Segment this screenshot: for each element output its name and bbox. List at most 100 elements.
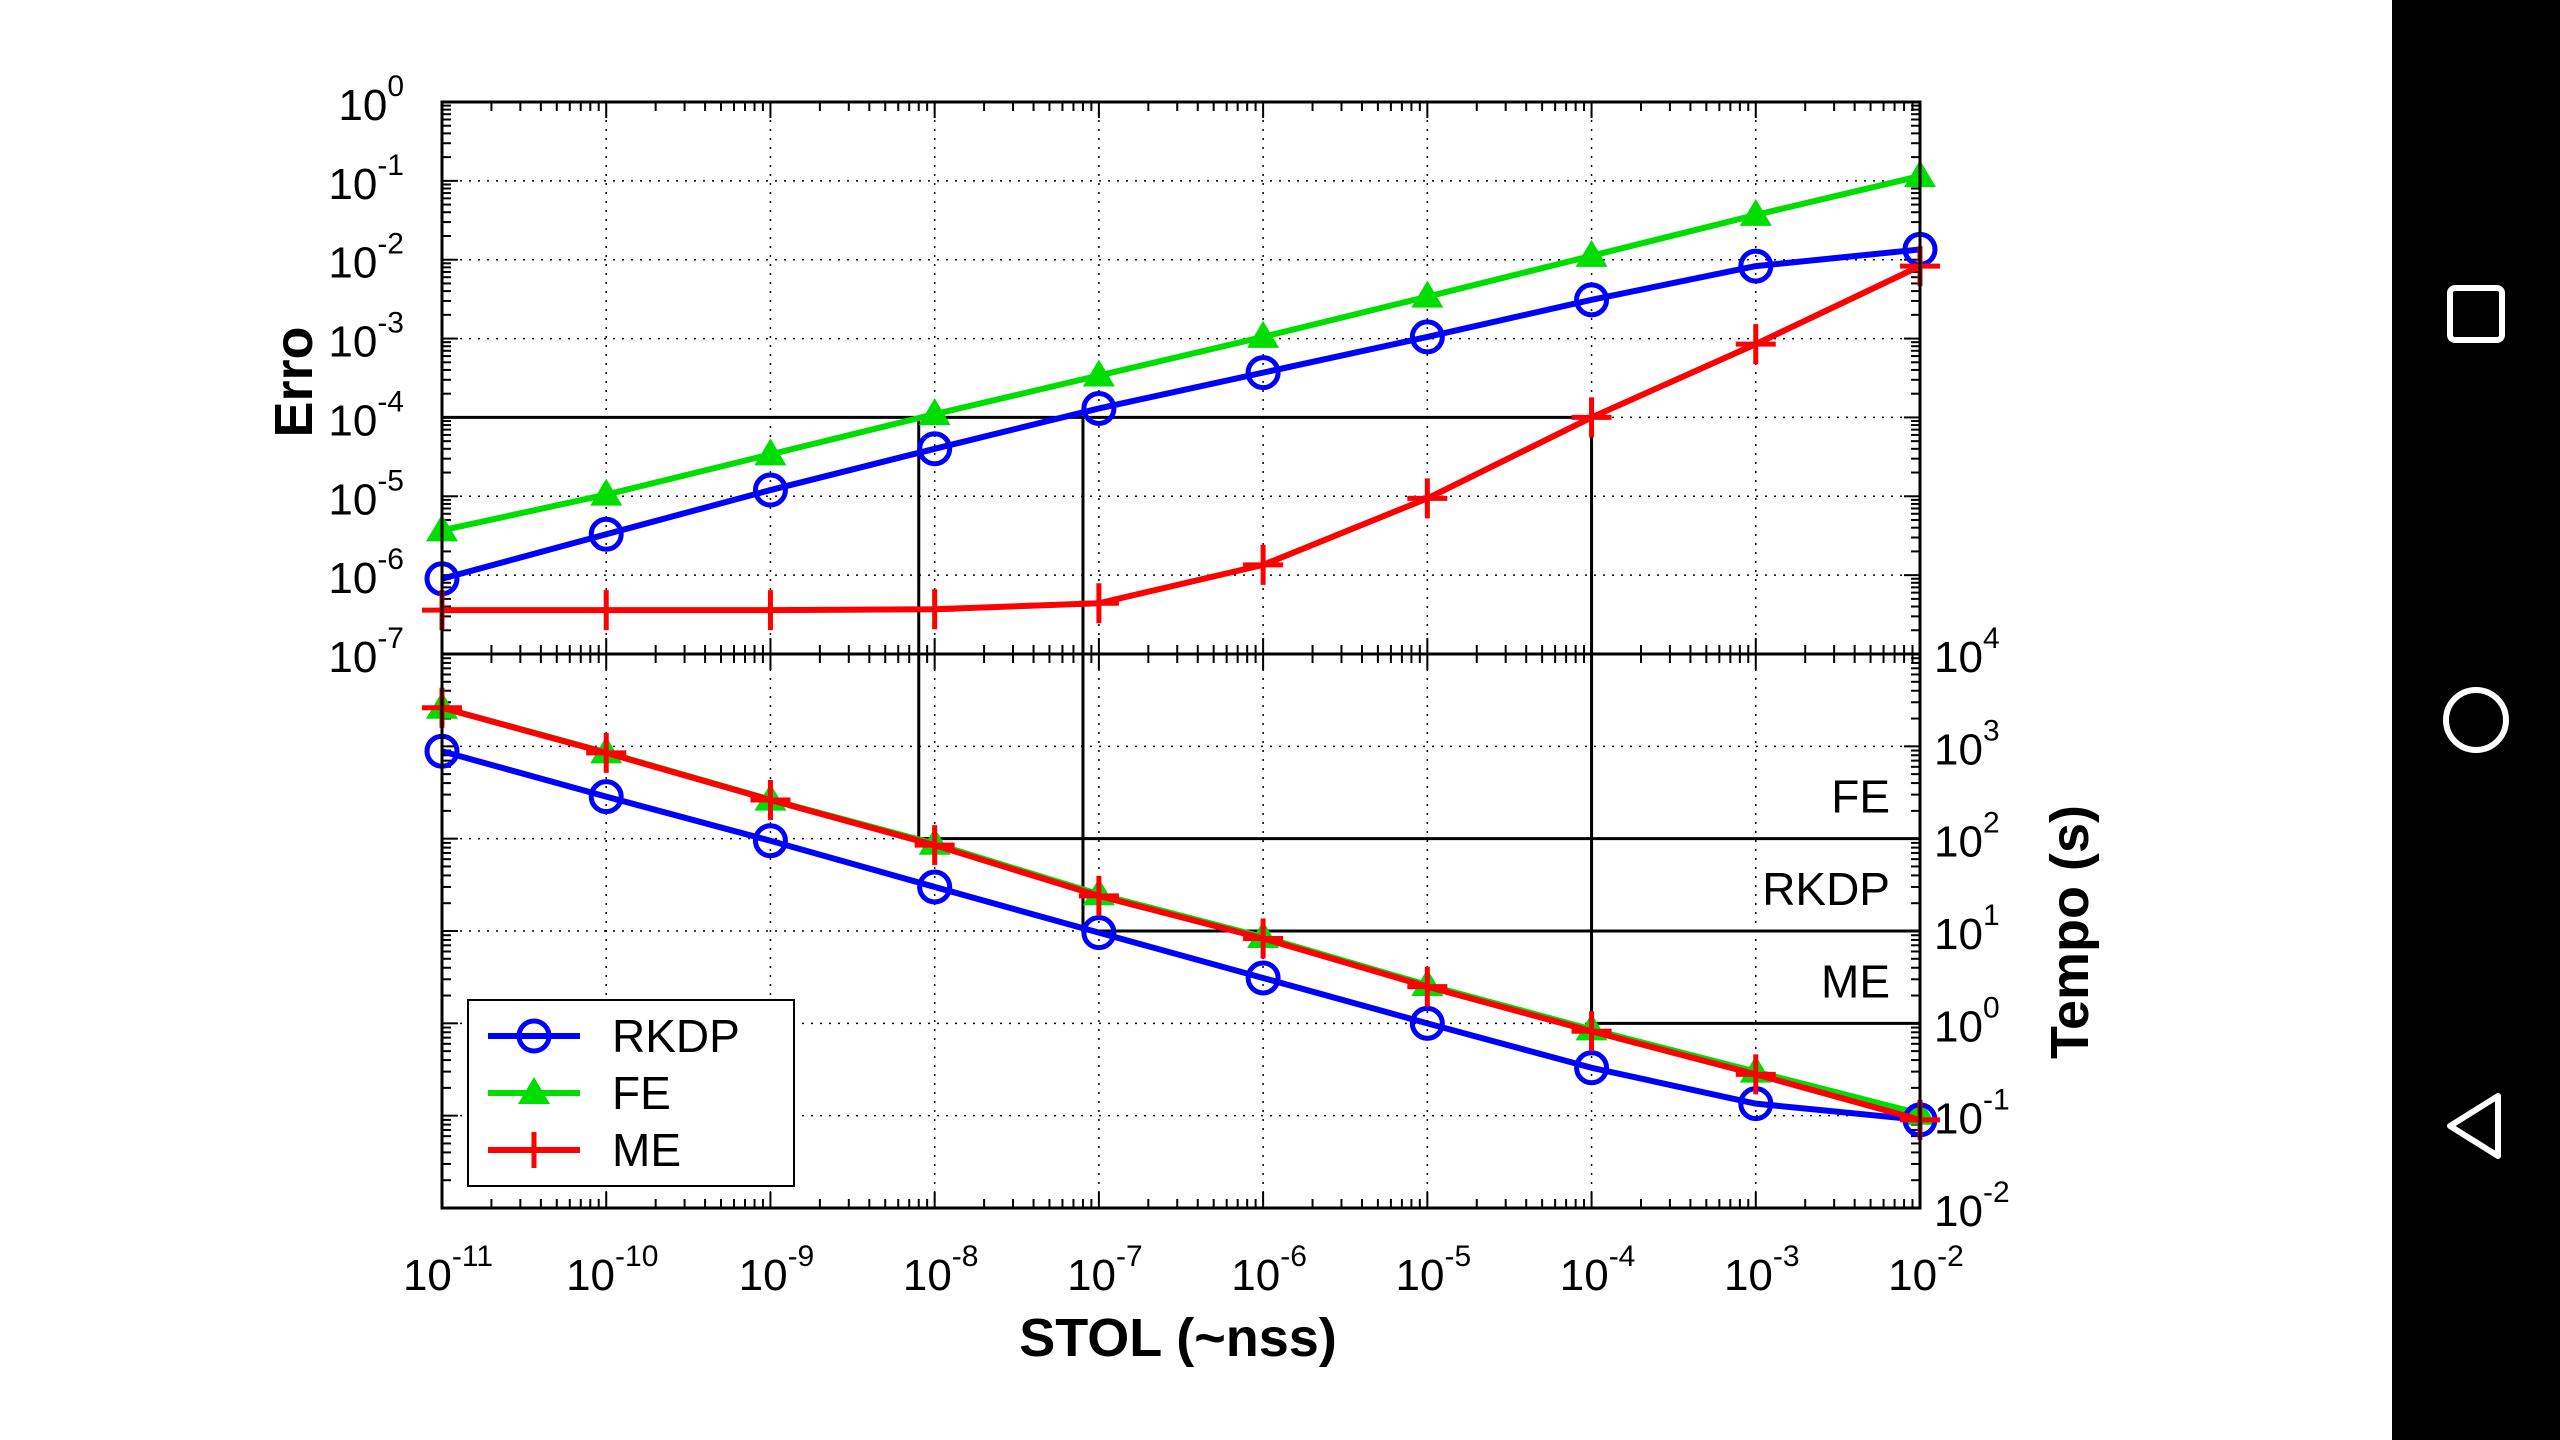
triangle-marker: [1575, 239, 1608, 267]
bottom-y-tick-label-base: 10: [1934, 818, 1983, 867]
top-y-tick-label-exponent: -6: [377, 543, 404, 576]
legend-plus-marker: [516, 1132, 552, 1168]
recent-apps-icon: [2447, 285, 2505, 343]
legend: RKDP FE ME: [467, 999, 795, 1187]
x-tick-label: 10-2: [1888, 1240, 1964, 1300]
guide-label: RKDP: [1762, 863, 1890, 915]
top-y-tick-label-base: 10: [328, 396, 377, 445]
plus-marker: [914, 589, 955, 630]
top-y-tick-label: 10-1: [328, 149, 404, 209]
x-tick-label-base: 10: [1231, 1251, 1280, 1300]
circle-marker: [588, 516, 624, 552]
x-tick-label: 10-5: [1396, 1240, 1472, 1300]
android-navigation-bar: [2392, 0, 2560, 1440]
top-y-tick-label-exponent: -2: [377, 228, 404, 261]
top-y-tick-label: 10-7: [328, 622, 404, 682]
back-button[interactable]: [2416, 1066, 2536, 1186]
circle-marker: [1245, 960, 1281, 996]
plus-marker: [1407, 966, 1448, 1007]
bottom-y-tick-label: 103: [1934, 714, 2000, 774]
back-icon: [2447, 1093, 2501, 1159]
x-axis-label: STOL (~nss): [1019, 1308, 1337, 1368]
plus-marker: [1078, 583, 1119, 624]
tempo-series-rkdp: [424, 733, 1938, 1138]
series-line: [442, 263, 1922, 614]
circle-marker: [1081, 915, 1117, 951]
plus-marker: [586, 590, 627, 631]
bottom-y-tick-label-exponent: 0: [1983, 991, 2000, 1024]
circle-marker: [917, 869, 953, 905]
bottom-y-tick-label: 101: [1934, 899, 2000, 959]
x-tick-label-exponent: -2: [1937, 1240, 1964, 1273]
bottom-y-tick-label: 100: [1934, 991, 2000, 1051]
x-tick-label: 10-4: [1560, 1240, 1636, 1300]
erro-series-rkdp: [424, 231, 1938, 597]
circle-marker: [1738, 248, 1774, 284]
legend-triangle-marker: [518, 1077, 550, 1104]
series-line: [441, 704, 1921, 1123]
bottom-y-tick-label-base: 10: [1934, 1187, 1983, 1236]
top-y-tick-label-base: 10: [328, 475, 377, 524]
x-tick-label-base: 10: [1067, 1251, 1116, 1300]
circle-marker: [752, 823, 788, 859]
top-plot-frame: [440, 100, 1922, 656]
circle-marker: [1245, 355, 1281, 391]
x-tick-label-base: 10: [1888, 1251, 1937, 1300]
x-tick-label-exponent: -7: [1116, 1240, 1143, 1273]
threshold-guides: FE RKDP ME: [442, 415, 1920, 1025]
bottom-y-tick-label-base: 10: [1934, 725, 1983, 774]
x-tick-label-base: 10: [903, 1251, 952, 1300]
series-line: [441, 748, 1921, 1123]
x-tick-label-base: 10: [1724, 1251, 1773, 1300]
plus-marker: [1407, 478, 1448, 519]
triangle-marker: [1411, 280, 1444, 308]
top-y-tick-label-exponent: -5: [377, 464, 404, 497]
triangle-marker: [754, 438, 787, 466]
top-y-tick-label-exponent: -3: [377, 307, 404, 340]
recent-apps-button[interactable]: [2416, 254, 2536, 374]
x-tick-label: 10-9: [739, 1240, 815, 1300]
legend-circle-marker: [516, 1018, 552, 1054]
top-y-tick-label-exponent: -4: [377, 385, 404, 418]
circle-marker: [588, 779, 624, 815]
x-tick-label-exponent: -11: [452, 1240, 493, 1273]
bottom-y-tick-label: 10-2: [1934, 1176, 2010, 1236]
x-tick-label-exponent: -6: [1280, 1240, 1307, 1273]
circle-marker: [1409, 319, 1445, 355]
home-icon: [2443, 687, 2509, 753]
plus-marker: [750, 590, 791, 631]
top-y-tick-label: 10-3: [328, 307, 404, 367]
legend-item-rkdp: RKDP: [488, 1010, 740, 1062]
x-tick-label: 10-8: [903, 1240, 979, 1300]
bottom-y-tick-label-exponent: -1: [1983, 1084, 2010, 1117]
home-button[interactable]: [2416, 660, 2536, 780]
plus-marker: [750, 780, 791, 821]
legend-label-me: ME: [612, 1124, 681, 1176]
bottom-y-tick-label-base: 10: [1934, 1002, 1983, 1051]
series-line: [441, 246, 1921, 582]
series-layer: [422, 160, 1940, 1140]
top-y-tick-label-base: 10: [328, 318, 377, 367]
legend-label-rkdp: RKDP: [612, 1010, 740, 1062]
circle-marker: [917, 431, 953, 467]
bottom-y-tick-label: 102: [1934, 807, 2000, 867]
top-y-tick-label: 10-4: [328, 385, 404, 445]
plus-marker: [1078, 875, 1119, 916]
plus-marker: [1243, 918, 1284, 959]
x-tick-label: 10-10: [566, 1240, 658, 1300]
guide-label: ME: [1821, 955, 1890, 1007]
x-tick-label-base: 10: [403, 1251, 452, 1300]
x-tick-label-base: 10: [1396, 1251, 1445, 1300]
plus-marker: [1735, 1054, 1776, 1095]
x-tick-label-exponent: -4: [1609, 1240, 1636, 1273]
plus-marker: [586, 732, 627, 773]
triangle-marker: [1082, 359, 1115, 387]
bottom-y-tick-label-exponent: 2: [1983, 807, 2000, 840]
bottom-y-tick-label: 10-1: [1934, 1084, 2010, 1144]
plot-frames: [440, 100, 1922, 1210]
triangle-marker: [590, 478, 623, 506]
bottom-y-tick-label-base: 10: [1934, 633, 1983, 682]
x-tick-label-exponent: -3: [1773, 1240, 1800, 1273]
plus-marker: [1735, 324, 1776, 365]
top-y-tick-label-exponent: 0: [387, 70, 404, 103]
